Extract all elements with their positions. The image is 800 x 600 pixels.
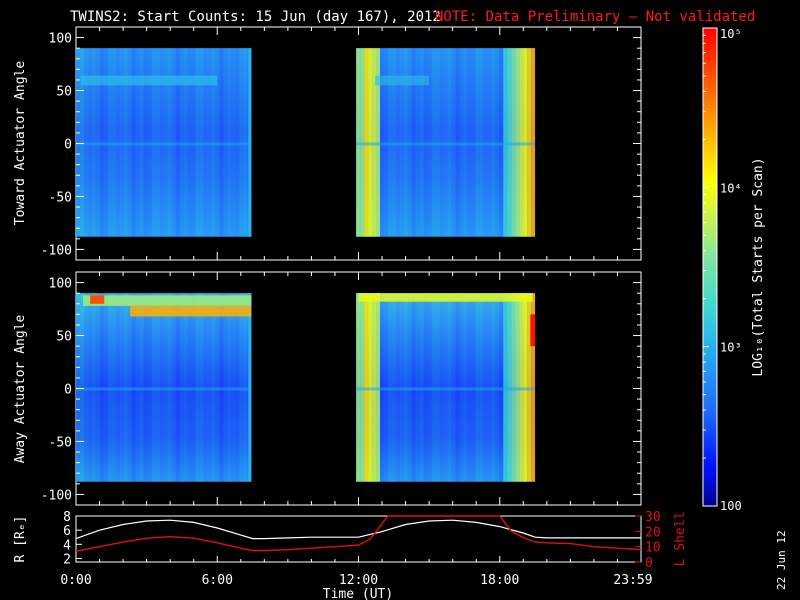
away-hot-spot <box>90 295 105 304</box>
orbit-xtick-label: 23:59 <box>613 573 652 588</box>
colorbar-tick-label: 10⁵ <box>720 27 742 41</box>
orbit-ytick-label-right: 30 <box>645 510 661 525</box>
away-y-ticks: 100 50 0 -50 -100 <box>41 272 642 505</box>
orbit-lshell-line <box>75 515 642 552</box>
away-hot-edge <box>530 314 536 347</box>
orbit-xtick-label: 0:00 <box>60 573 91 588</box>
colorbar-label: LOG₁₀(Total Starts per Scan) <box>751 157 766 376</box>
toward-ytick-label: -50 <box>49 190 72 205</box>
orbit-ytick-label-left: 6 <box>63 524 71 539</box>
away-ytick-label: -50 <box>49 435 72 450</box>
toward-panel: 100 50 0 -50 -100 Toward Actuator Angle <box>13 26 642 261</box>
orbit-ytick-label-left: 4 <box>63 538 71 553</box>
orbit-ytick-label-left: 8 <box>63 510 71 525</box>
orbit-ytick-label-right: 20 <box>645 525 661 540</box>
away-band-top-2 <box>358 293 533 302</box>
orbit-xtick-label: 18:00 <box>480 573 519 588</box>
x-axis-title: Time (UT) <box>323 587 393 600</box>
chart-note: NOTE: Data Preliminary — Not validated <box>435 9 755 25</box>
toward-ytick-label: 0 <box>64 138 72 153</box>
toward-y-ticks: 100 50 0 -50 -100 <box>41 27 642 260</box>
away-zero-band <box>356 387 536 391</box>
orbit-lines <box>75 515 642 552</box>
toward-heatmap-cells <box>76 48 536 237</box>
orbit-xtick-label: 12:00 <box>339 573 378 588</box>
toward-y-axis-title: Toward Actuator Angle <box>13 61 28 226</box>
colorbar-tick-label: 100 <box>720 499 742 513</box>
away-band-orange <box>130 305 252 317</box>
toward-band-60 <box>80 75 218 86</box>
away-ytick-label: 100 <box>49 277 72 292</box>
toward-band-60-b <box>374 75 430 86</box>
orbit-y-axis-title: R [Rₑ] <box>13 516 28 563</box>
colorbar-tick-label: 10³ <box>720 341 742 355</box>
colorbar-gradient <box>702 27 718 507</box>
toward-ytick-label: 100 <box>49 32 72 47</box>
orbit-r-line <box>75 519 641 540</box>
toward-zero-band <box>356 142 536 146</box>
orbit-panel-frame <box>75 515 642 563</box>
toward-segment-edge <box>248 48 252 237</box>
away-zero-band <box>76 387 252 391</box>
colorbar-tick-label: 10⁴ <box>720 181 742 195</box>
away-segment-edge <box>248 293 252 482</box>
away-heatmap-cells <box>76 293 536 482</box>
orbit-y-axis-title-right: L Shell <box>673 512 688 567</box>
away-ytick-label: 0 <box>64 383 72 398</box>
orbit-ytick-label-left: 2 <box>63 552 71 567</box>
orbit-ytick-label-right: 0 <box>645 556 653 571</box>
colorbar-ticks: 10⁵ 10⁴ 10³ 100 <box>703 27 742 513</box>
away-ytick-label: -100 <box>41 488 72 503</box>
away-band-top <box>83 295 252 306</box>
date-stamp: 22 Jun 12 <box>775 530 788 590</box>
away-y-axis-title: Away Actuator Angle <box>13 314 28 463</box>
orbit-ytick-label-right: 10 <box>645 541 661 556</box>
orbit-xtick-label: 6:00 <box>202 573 233 588</box>
toward-ytick-label: 50 <box>56 85 72 100</box>
toward-zero-band <box>76 142 252 146</box>
away-panel: 100 50 0 -50 -100 Away Actuator Angle <box>13 271 642 506</box>
away-ytick-label: 50 <box>56 330 72 345</box>
toward-ytick-label: -100 <box>41 243 72 258</box>
chart-title: TWINS2: Start Counts: 15 Jun (day 167), … <box>70 9 441 25</box>
colorbar: 10⁵ 10⁴ 10³ 100 LOG₁₀(Total Starts per Scan… <box>702 27 766 513</box>
